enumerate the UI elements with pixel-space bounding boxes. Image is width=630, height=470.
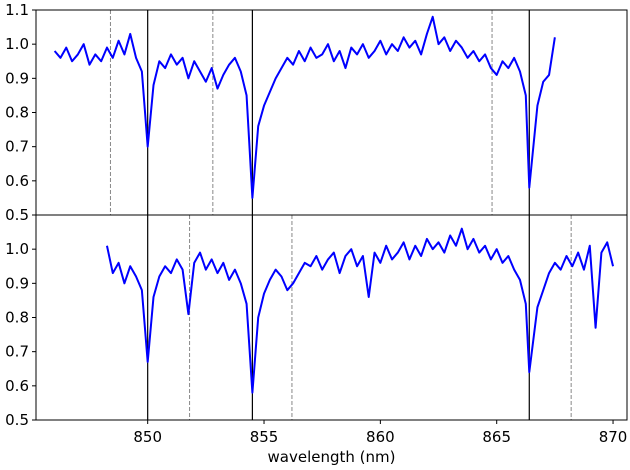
spectrum-line	[53, 15, 556, 199]
y-tick-label: 0.5	[5, 411, 29, 429]
y-tick-label: 1.0	[5, 240, 29, 258]
spectrum-line	[105, 227, 615, 394]
axes-frame	[35, 9, 628, 216]
axes-frame	[35, 214, 628, 421]
x-tick-label: 870	[599, 428, 628, 446]
x-tick-label: 865	[482, 428, 511, 446]
y-tick-label: 0.7	[5, 343, 29, 361]
y-tick-label: 1.1	[5, 1, 29, 19]
y-tick-label: 0.8	[5, 309, 29, 327]
y-tick-label: 0.9	[5, 69, 29, 87]
x-tick-label: 860	[366, 428, 395, 446]
y-tick-label: 0.9	[5, 274, 29, 292]
y-tick-label: 0.5	[5, 206, 29, 224]
x-axis-label: wavelength (nm)	[268, 448, 396, 466]
y-tick-label: 0.6	[5, 172, 29, 190]
y-tick-label: 1.0	[5, 35, 29, 53]
y-tick-label: 0.8	[5, 104, 29, 122]
x-tick-label: 855	[250, 428, 279, 446]
y-tick-label: 0.6	[5, 377, 29, 395]
y-tick-label: 0.7	[5, 138, 29, 156]
x-tick-label: 850	[133, 428, 162, 446]
